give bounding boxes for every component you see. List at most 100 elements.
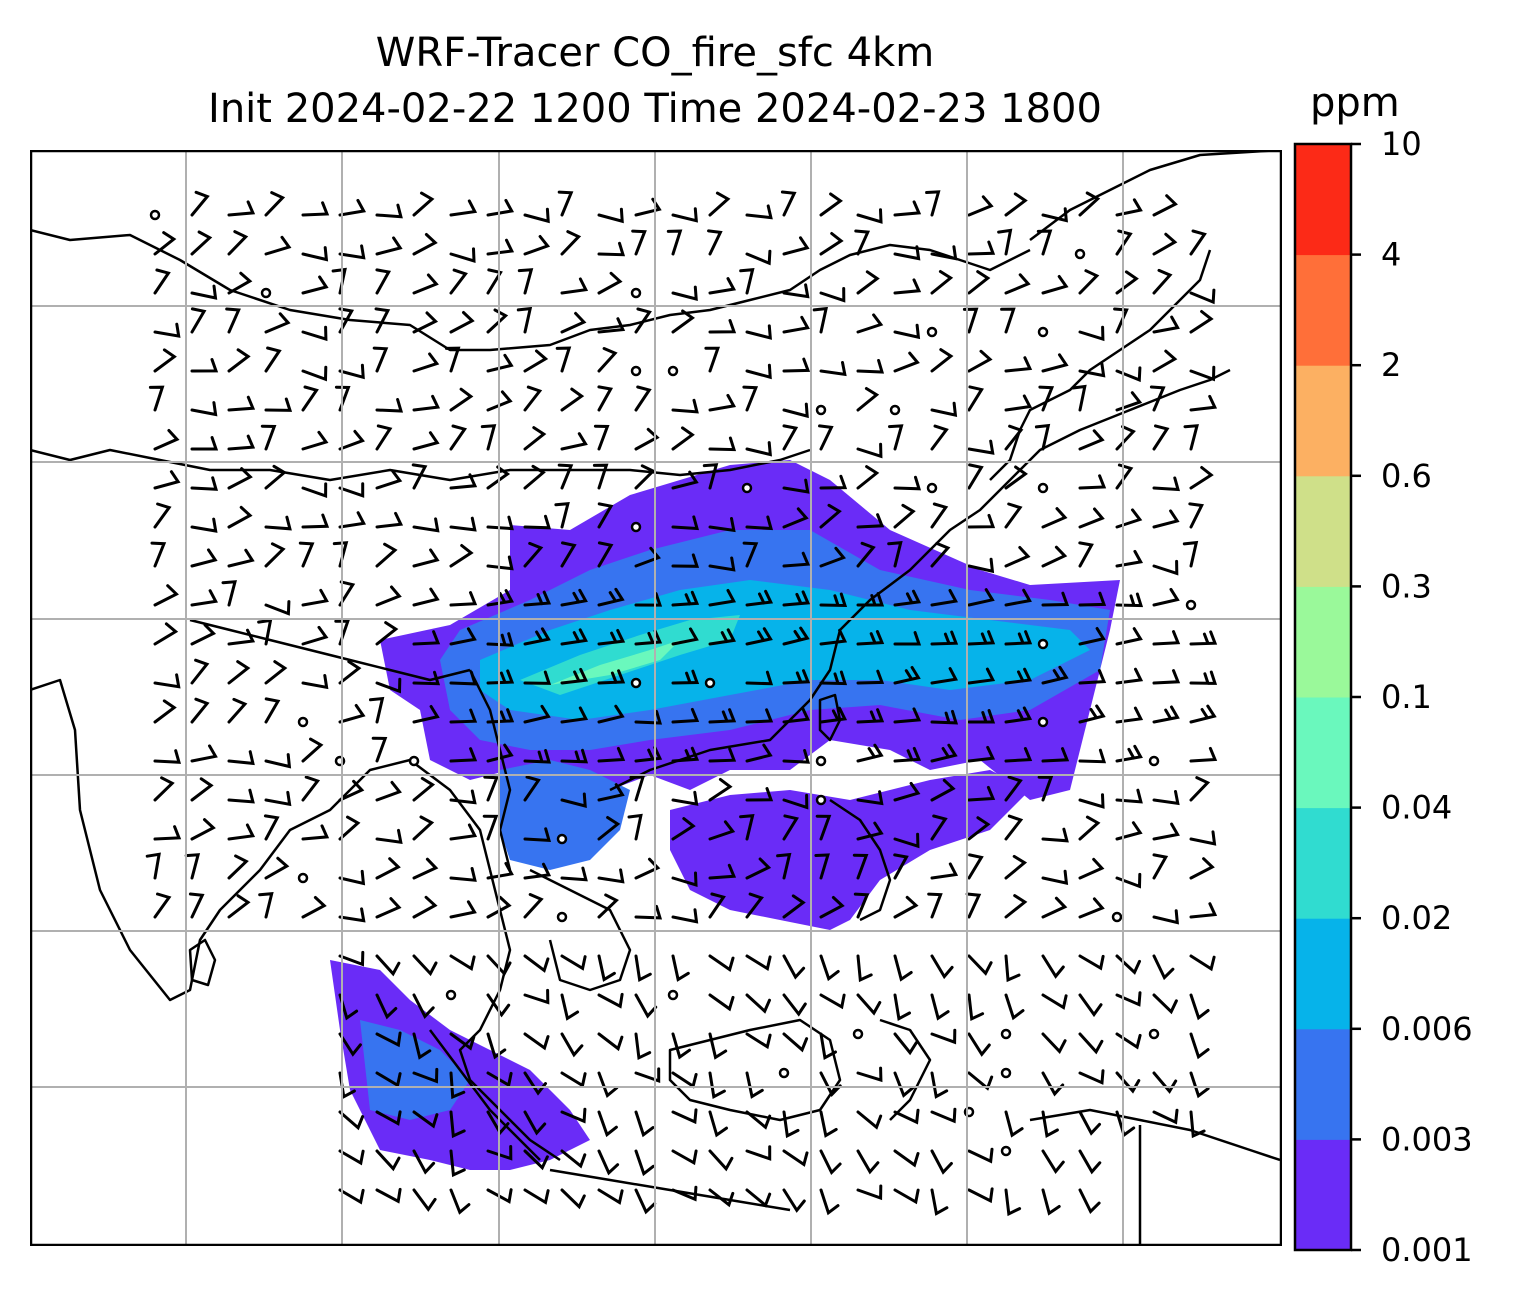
wind-barb — [560, 866, 588, 882]
coastline-sumatra — [429, 1029, 541, 1161]
wind-barb — [1004, 630, 1033, 646]
wind-barb — [887, 541, 903, 568]
calm-marker — [852, 1028, 864, 1040]
wind-barb — [1152, 268, 1173, 295]
wind-barb — [1115, 1032, 1142, 1050]
wind-barb — [560, 1107, 587, 1124]
wind-barb — [1004, 192, 1028, 217]
colorbar-tick-label: 4 — [1381, 236, 1401, 274]
wind-barb — [1034, 423, 1051, 451]
wind-barb — [819, 287, 846, 303]
calm-marker — [556, 833, 568, 845]
wind-barb — [707, 229, 723, 256]
wind-barb — [148, 385, 165, 412]
wind-barb — [967, 240, 996, 256]
wind-barb — [449, 1071, 466, 1100]
wind-barb — [1152, 853, 1169, 880]
map-gridlines — [30, 150, 1280, 1244]
calm-marker — [704, 677, 716, 689]
wind-barb — [190, 401, 218, 417]
wind-barb — [930, 1107, 957, 1124]
wind-barb — [782, 954, 806, 980]
wind-barb — [145, 852, 161, 880]
wind-barb — [338, 482, 365, 498]
wind-barb — [264, 235, 292, 256]
wind-barb — [1041, 207, 1068, 223]
wind-barb — [856, 592, 885, 607]
wind-barb — [338, 1032, 362, 1057]
wind-barb — [1004, 854, 1028, 880]
wind-barb — [708, 1110, 728, 1138]
coastline-china-east — [609, 368, 1231, 792]
wind-barb — [190, 190, 210, 217]
co-tracer-fill — [330, 460, 1120, 1170]
wind-barb — [856, 630, 885, 646]
wind-barb — [153, 268, 171, 295]
wind-barb — [227, 750, 255, 766]
wind-barb — [523, 426, 547, 451]
calm-marker — [1000, 1145, 1012, 1157]
coastline-sulawesi — [879, 1018, 932, 1121]
wind-barb — [965, 892, 982, 919]
wind-barb — [671, 908, 699, 924]
wind-barb — [704, 346, 721, 373]
wind-barb — [702, 463, 719, 490]
wind-barb — [375, 1110, 402, 1126]
calm-marker — [778, 1067, 790, 1079]
wind-barb — [523, 464, 546, 490]
wind-barb — [338, 779, 365, 802]
wind-barb — [1078, 474, 1107, 490]
wind-barb — [597, 669, 626, 685]
wind-barb — [930, 245, 958, 261]
wind-barb — [745, 708, 774, 724]
wind-barb — [814, 853, 830, 880]
wind-barb — [1189, 830, 1217, 846]
wind-barb — [1004, 894, 1028, 919]
wind-barb — [1152, 559, 1179, 576]
wind-barb — [1078, 269, 1100, 295]
wind-barb — [449, 424, 468, 451]
wind-barb — [301, 824, 330, 841]
wind-barb — [671, 515, 700, 531]
wind-barb — [708, 1149, 734, 1172]
wind-barb — [338, 580, 356, 607]
wind-barb — [671, 746, 700, 763]
coastline-philippines — [829, 798, 892, 922]
wind-barb — [597, 271, 623, 295]
wind-barb — [930, 778, 956, 802]
wind-barb — [486, 589, 515, 607]
wind-barb — [782, 1110, 800, 1139]
wind-barb — [184, 853, 201, 880]
wind-barb — [375, 954, 401, 977]
colorbar-swatch — [1295, 1028, 1351, 1140]
wind-barb — [967, 1032, 991, 1057]
wind-barb — [260, 424, 277, 451]
calm-marker — [815, 794, 827, 806]
wind-barb — [412, 630, 441, 646]
wind-barb — [666, 229, 683, 256]
wind-barb — [449, 954, 476, 971]
wind-barb — [1152, 993, 1178, 1015]
wind-barb — [301, 513, 330, 529]
wind-barb — [338, 1188, 365, 1205]
wind-barb — [967, 513, 996, 529]
wind-barb — [449, 516, 477, 532]
wind-barb — [893, 475, 922, 491]
wind-barb — [893, 503, 916, 529]
wind-barb — [776, 852, 792, 880]
wind-barb — [856, 790, 884, 806]
colorbar-swatch — [1295, 1139, 1351, 1251]
wind-barb — [708, 777, 733, 802]
colorbar-swatch — [1295, 586, 1351, 698]
wind-barb — [1041, 896, 1068, 919]
wind-barb — [671, 669, 700, 685]
wind-barb — [1004, 667, 1033, 685]
wind-barb — [597, 893, 619, 919]
wind-barb — [190, 284, 218, 300]
wind-barb — [671, 207, 698, 223]
wind-barbs — [145, 190, 1218, 1217]
wind-barb — [930, 1028, 957, 1045]
wind-barb — [338, 198, 367, 217]
wind-barb — [634, 1110, 655, 1138]
wind-barb — [560, 667, 589, 685]
